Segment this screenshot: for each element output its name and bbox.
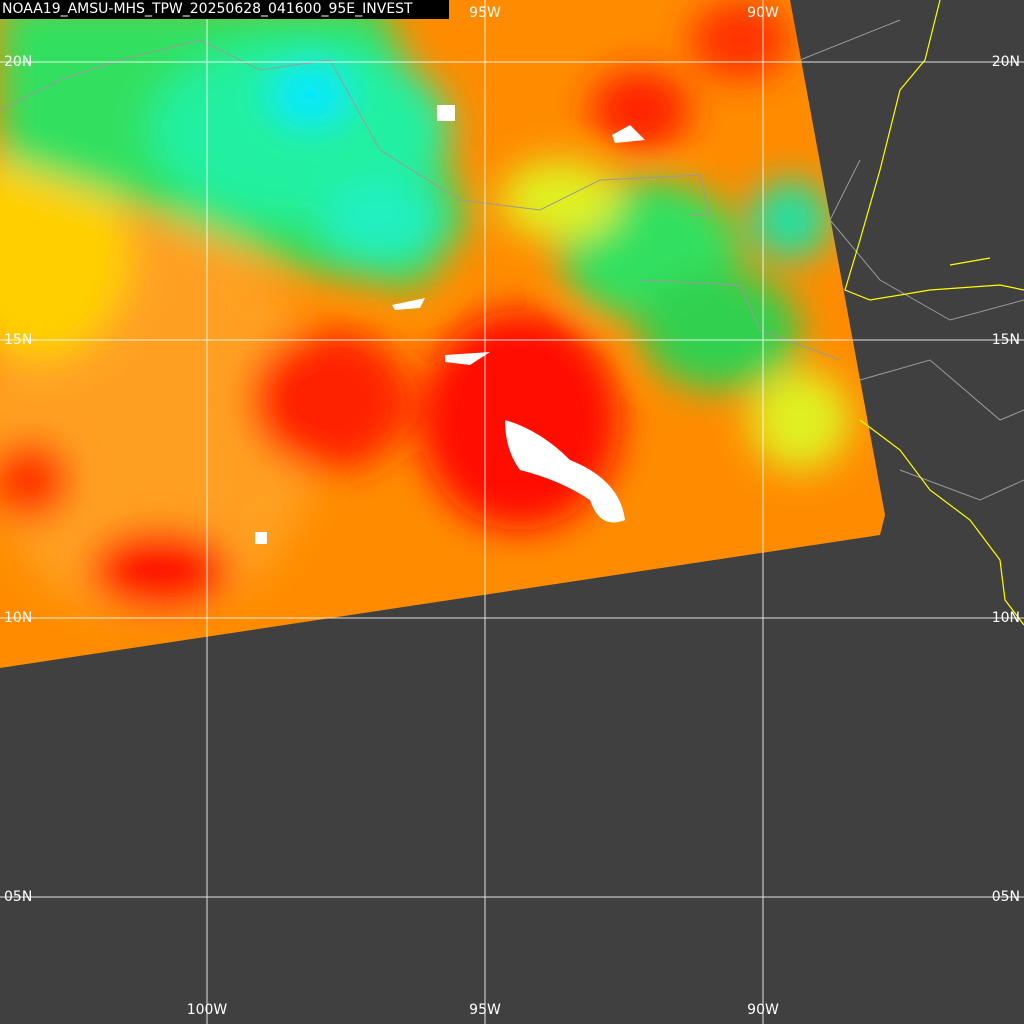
lat-label: 05N [992,889,1020,905]
lon-label: 95W [469,1002,501,1018]
lat-label: 10N [992,610,1020,626]
lon-label: 90W [747,1002,779,1018]
title-background [0,0,449,19]
lat-label: 20N [4,54,32,70]
lon-label: 95W [469,5,501,21]
lat-label: 05N [4,889,32,905]
tpw-swath [0,0,885,668]
lon-label: 100W [187,1002,228,1018]
lat-label: 20N [992,54,1020,70]
lat-label: 15N [992,332,1020,348]
title: NOAA19_AMSU-MHS_TPW_20250628_041600_95E_… [2,1,413,17]
lat-label: 10N [4,610,32,626]
lat-label: 15N [4,332,32,348]
borders [0,19,1024,501]
lon-label: 90W [747,5,779,21]
coastline [844,0,1024,626]
